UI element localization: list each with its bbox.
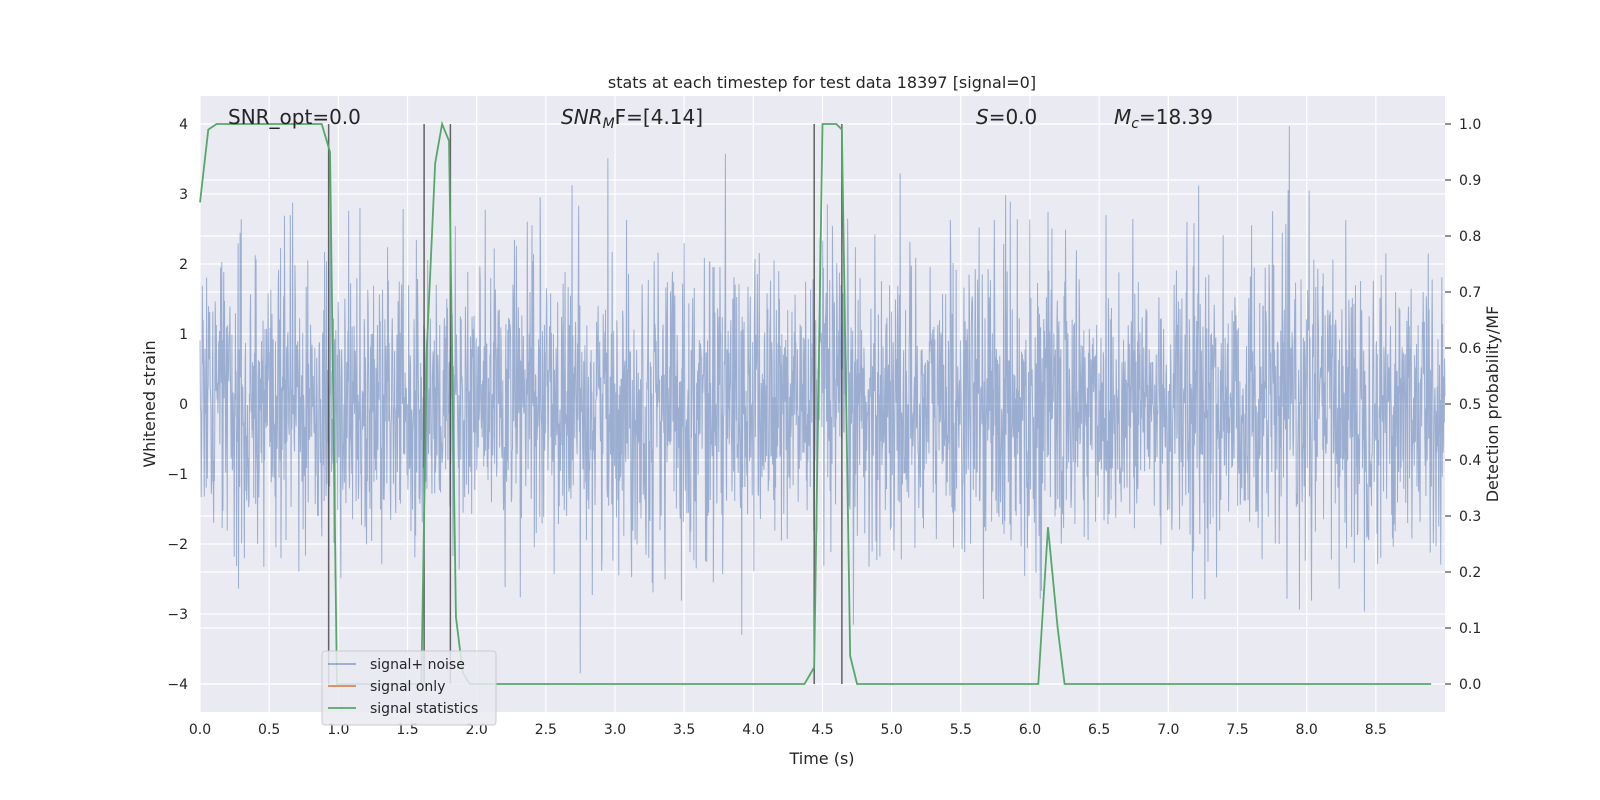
- y-right-tick-label: 0.0: [1459, 677, 1481, 693]
- annotation-mc: Mc=18.39: [1114, 105, 1213, 132]
- series-line-signal-statistics: [199, 120, 1432, 685]
- x-axis-label: Time (s): [788, 749, 854, 768]
- annotation-snr-opt: SNR_opt=0.0: [228, 105, 361, 129]
- y-left-tick-label: 4: [179, 117, 188, 133]
- x-tick-label: 6.5: [1088, 722, 1110, 738]
- y-left-axis-label: Whitened strain: [140, 340, 159, 467]
- y-left-tick-label: −2: [167, 537, 188, 553]
- y-left-tick-label: 1: [179, 327, 188, 343]
- series-signal-statistics: [199, 120, 1432, 685]
- y-left-tick-label: −4: [167, 677, 188, 693]
- y-left-tick-label: −1: [167, 467, 188, 483]
- legend-label-signal-only: signal only: [370, 679, 445, 695]
- annotation-mc-tail: =18.39: [1139, 105, 1213, 129]
- x-tick-label: 8.0: [1296, 722, 1318, 738]
- legend-label-signal-noise: signal+ noise: [370, 657, 465, 673]
- y-right-tick-label: 0.1: [1459, 621, 1481, 637]
- y-right-tick-label: 0.6: [1459, 341, 1481, 357]
- x-tick-label: 7.0: [1157, 722, 1179, 738]
- x-tick-label: 0.5: [258, 722, 280, 738]
- annotation-s-main: S: [976, 105, 989, 129]
- x-tick-label: 3.0: [604, 722, 626, 738]
- y-left-tick-label: 3: [179, 187, 188, 203]
- x-tick-label: 3.5: [673, 722, 695, 738]
- x-tick-label: 1.5: [396, 722, 418, 738]
- y-left-tick-label: −3: [167, 607, 188, 623]
- annotation-s-tail: =0.0: [989, 105, 1038, 129]
- annotation-mc-sub: c: [1131, 116, 1139, 132]
- x-tick-label: 2.0: [466, 722, 488, 738]
- x-tick-label: 2.5: [535, 722, 557, 738]
- y-right-axis-label: Detection probability/MF: [1483, 306, 1502, 503]
- x-tick-labels: 0.0 0.5 1.0 1.5 2.0 2.5 3.0 3.5 4.0 4.5 5.0 5.5 6.0 6…: [189, 722, 1387, 738]
- chart-title: stats at each timestep for test data 183…: [608, 73, 1036, 92]
- legend-label-signal-statistics: signal statistics: [370, 701, 478, 717]
- annotation-snr-mf: SNRMF=[4.14]: [561, 105, 703, 132]
- x-tick-label: 1.0: [327, 722, 349, 738]
- x-tick-label: 5.0: [881, 722, 903, 738]
- annotation-s: S=0.0: [976, 105, 1037, 129]
- annotation-mc-main: M: [1114, 105, 1131, 129]
- annotation-snr-mf-main: SNR: [561, 105, 603, 129]
- y-left-tick-label: 0: [179, 397, 188, 413]
- y-right-tick-label: 1.0: [1459, 117, 1481, 133]
- y-left-tick-labels: −4 −3 −2 −1 0 1 2 3 4: [167, 117, 188, 693]
- legend: signal+ noise signal only signal statist…: [321, 650, 497, 726]
- x-tick-label: 4.5: [811, 722, 833, 738]
- y-right-tick-label: 0.9: [1459, 173, 1481, 189]
- series-line-signal-noise: [199, 126, 1446, 674]
- y-right-tick-labels: 0.0 0.1 0.2 0.3 0.4 0.5 0.6 0.7 0.8 0.9 1.0: [1445, 117, 1481, 693]
- y-right-tick-label: 0.3: [1459, 509, 1481, 525]
- annotation-snr-mf-tail: F=[4.14]: [615, 105, 703, 129]
- y-right-tick-label: 0.8: [1459, 229, 1481, 245]
- x-tick-label: 4.0: [742, 722, 764, 738]
- y-left-tick-label: 2: [179, 257, 188, 273]
- x-tick-label: 6.0: [1019, 722, 1041, 738]
- y-right-tick-label: 0.7: [1459, 285, 1481, 301]
- series-signal-noise: [199, 126, 1446, 674]
- y-right-tick-label: 0.5: [1459, 397, 1481, 413]
- y-right-tick-label: 0.2: [1459, 565, 1481, 581]
- y-right-tick-label: 0.4: [1459, 453, 1481, 469]
- annotation-snr-mf-sub: M: [603, 116, 615, 132]
- x-tick-label: 0.0: [189, 722, 211, 738]
- x-tick-label: 8.5: [1365, 722, 1387, 738]
- x-tick-label: 7.5: [1226, 722, 1248, 738]
- legend-box: [321, 650, 497, 726]
- x-tick-label: 5.5: [950, 722, 972, 738]
- vertical-markers: [327, 124, 843, 684]
